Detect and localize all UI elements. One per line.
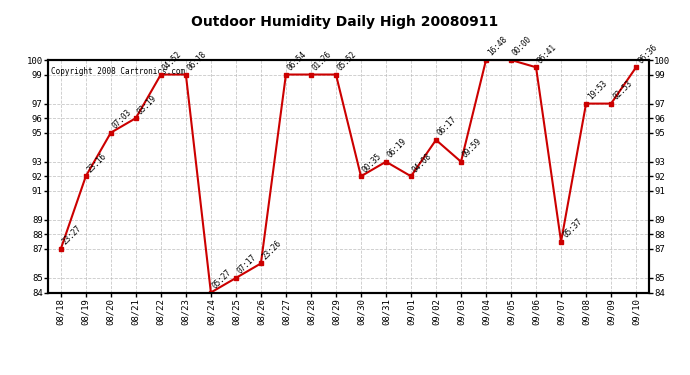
Text: 05:52: 05:52 [336, 50, 359, 72]
Text: 00:00: 00:00 [511, 35, 534, 58]
Text: 02:53: 02:53 [611, 79, 634, 101]
Text: 06:36: 06:36 [636, 42, 659, 65]
Text: 03:19: 03:19 [136, 93, 159, 116]
Text: 01:26: 01:26 [311, 50, 334, 72]
Text: 23:26: 23:26 [261, 238, 284, 261]
Text: Outdoor Humidity Daily High 20080911: Outdoor Humidity Daily High 20080911 [191, 15, 499, 29]
Text: 05:37: 05:37 [561, 217, 584, 240]
Text: 23:16: 23:16 [86, 152, 108, 174]
Text: 00:35: 00:35 [361, 152, 384, 174]
Text: 06:18: 06:18 [186, 50, 208, 72]
Text: 06:41: 06:41 [536, 42, 559, 65]
Text: 06:19: 06:19 [386, 137, 408, 159]
Text: 04:52: 04:52 [161, 50, 184, 72]
Text: 06:54: 06:54 [286, 50, 308, 72]
Text: 09:59: 09:59 [461, 137, 484, 159]
Text: 07:17: 07:17 [236, 253, 259, 276]
Text: 16:48: 16:48 [486, 35, 509, 58]
Text: 04:08: 04:08 [411, 152, 434, 174]
Text: 07:03: 07:03 [111, 108, 134, 130]
Text: 19:53: 19:53 [586, 79, 609, 101]
Text: 23:27: 23:27 [61, 224, 83, 247]
Text: 06:17: 06:17 [436, 115, 459, 138]
Text: Copyright 2008 Cartronics.com: Copyright 2008 Cartronics.com [51, 67, 186, 76]
Text: 05:27: 05:27 [211, 268, 234, 290]
